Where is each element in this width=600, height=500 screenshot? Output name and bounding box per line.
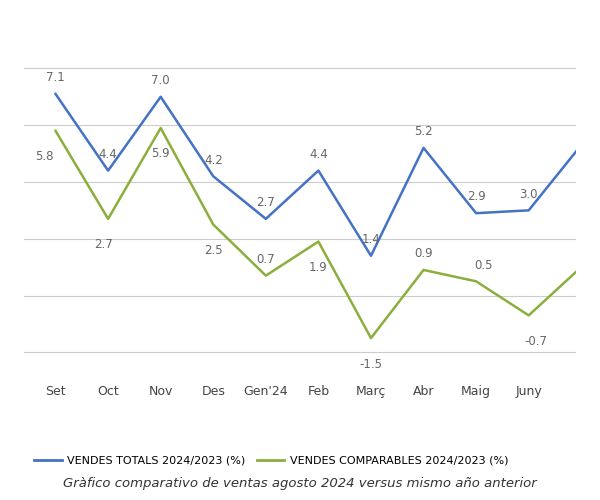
Text: 2.7: 2.7 bbox=[95, 238, 113, 252]
Text: 0.7: 0.7 bbox=[257, 253, 275, 266]
Text: -1.5: -1.5 bbox=[359, 358, 382, 370]
Text: 7.0: 7.0 bbox=[151, 74, 170, 87]
Text: 2.9: 2.9 bbox=[467, 190, 485, 203]
Text: 1.9: 1.9 bbox=[309, 261, 328, 274]
Text: 2.5: 2.5 bbox=[204, 244, 223, 257]
Text: Gràfico comparativo de ventas agosto 2024 versus mismo año anterior: Gràfico comparativo de ventas agosto 202… bbox=[63, 477, 537, 490]
Text: 2.7: 2.7 bbox=[256, 196, 275, 209]
Text: 7.1: 7.1 bbox=[46, 71, 65, 84]
Text: 0.9: 0.9 bbox=[414, 247, 433, 260]
Text: 4.2: 4.2 bbox=[204, 154, 223, 166]
Text: 1.4: 1.4 bbox=[362, 233, 380, 246]
Text: -0.7: -0.7 bbox=[524, 335, 547, 348]
Legend: VENDES TOTALS 2024/2023 (%), VENDES COMPARABLES 2024/2023 (%): VENDES TOTALS 2024/2023 (%), VENDES COMP… bbox=[29, 451, 513, 470]
Text: 4.4: 4.4 bbox=[309, 148, 328, 161]
Text: 5.9: 5.9 bbox=[151, 148, 170, 160]
Text: 4.4: 4.4 bbox=[99, 148, 118, 161]
Text: 5.8: 5.8 bbox=[35, 150, 53, 164]
Text: 0.5: 0.5 bbox=[474, 258, 493, 272]
Text: 5.2: 5.2 bbox=[414, 125, 433, 138]
Text: 3.0: 3.0 bbox=[520, 188, 538, 200]
